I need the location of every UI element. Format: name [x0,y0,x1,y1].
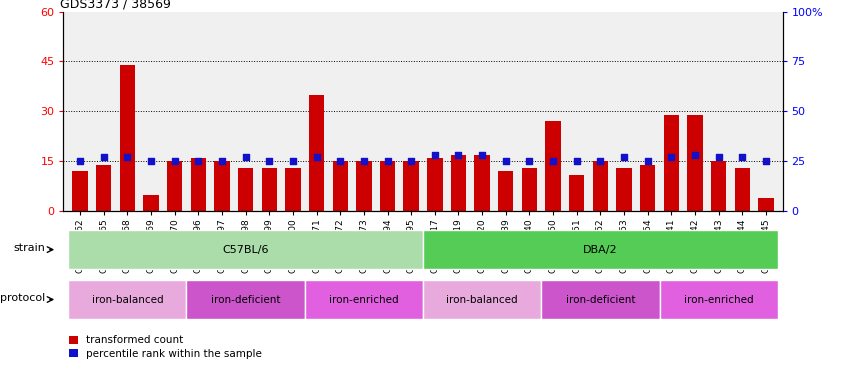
Point [689,152,702,158]
Bar [734,168,750,211]
Point [97,154,111,161]
Bar [546,121,561,211]
Point [735,154,749,161]
Point [665,154,678,161]
Bar [238,168,253,211]
Bar [498,171,514,211]
Bar [663,115,679,211]
Bar [475,155,490,211]
Bar [687,115,703,211]
Point [570,158,584,164]
Bar [380,161,395,211]
Text: DBA/2: DBA/2 [583,245,618,255]
Bar [190,158,206,211]
Point [120,154,134,161]
Bar [593,161,608,211]
Legend: transformed count, percentile rank within the sample: transformed count, percentile rank withi… [69,336,262,359]
Point [547,158,560,164]
Point [641,158,655,164]
Text: GDS3373 / 38569: GDS3373 / 38569 [60,0,171,10]
Text: C57BL/6: C57BL/6 [222,245,269,255]
Point [168,158,181,164]
Point [310,154,323,161]
Point [452,152,465,158]
Text: iron-enriched: iron-enriched [684,295,754,305]
Bar [356,161,371,211]
Point [144,158,157,164]
Point [475,152,489,158]
Bar [167,161,183,211]
Text: iron-enriched: iron-enriched [329,295,398,305]
Bar [72,171,88,211]
Bar [451,155,466,211]
Bar [119,65,135,211]
Point [428,152,442,158]
Point [215,158,228,164]
Bar [332,161,348,211]
Bar [758,198,774,211]
Point [712,154,726,161]
Point [286,158,299,164]
Bar [711,161,727,211]
Bar [143,195,159,211]
Text: iron-balanced: iron-balanced [91,295,163,305]
Bar [214,161,229,211]
Point [404,158,418,164]
Bar [617,168,632,211]
Text: iron-deficient: iron-deficient [211,295,280,305]
Point [594,158,607,164]
Point [759,158,772,164]
Point [239,154,252,161]
Point [523,158,536,164]
Bar [522,168,537,211]
Point [74,158,87,164]
Bar [569,175,585,211]
Bar [261,168,277,211]
Point [618,154,631,161]
Point [357,158,371,164]
Bar [427,158,442,211]
Point [381,158,394,164]
Bar [404,161,419,211]
Text: iron-balanced: iron-balanced [447,295,518,305]
Bar [309,95,324,211]
Text: protocol: protocol [1,293,46,303]
Point [262,158,276,164]
Point [333,158,347,164]
Text: strain: strain [14,243,46,253]
Point [499,158,513,164]
Bar [285,168,300,211]
Bar [96,165,112,211]
Text: iron-deficient: iron-deficient [566,295,635,305]
Point [191,158,205,164]
Bar [640,165,656,211]
